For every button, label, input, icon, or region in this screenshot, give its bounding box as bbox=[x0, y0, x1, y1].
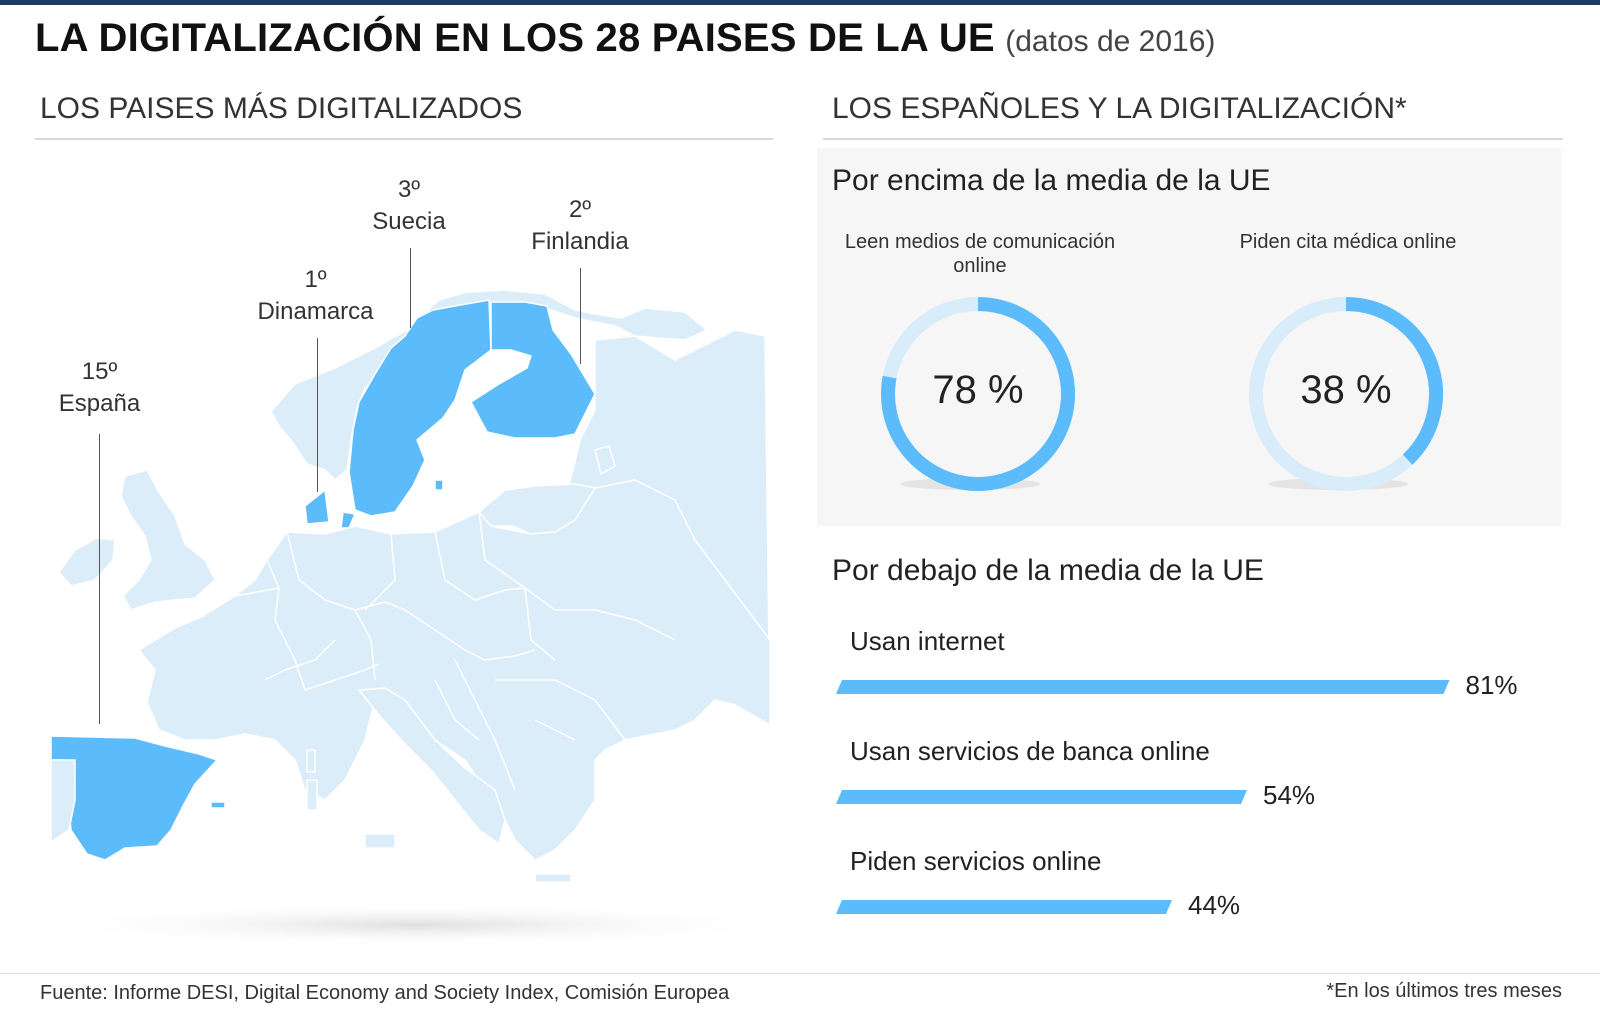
right-heading-rule bbox=[823, 138, 1563, 140]
bar-2-fill bbox=[836, 790, 1247, 804]
leader-finland bbox=[580, 268, 581, 364]
source-note: Fuente: Informe DESI, Digital Economy an… bbox=[40, 982, 730, 1004]
donut-1-label: Leen medios de comunicación online bbox=[844, 231, 1116, 277]
below-average-heading: Por debajo de la media de la UE bbox=[832, 554, 1264, 587]
left-section-heading: LOS PAISES MÁS DIGITALIZADOS bbox=[40, 92, 523, 125]
donut-1-svg bbox=[881, 297, 1075, 491]
leader-denmark bbox=[317, 338, 318, 492]
bar-1-svg bbox=[836, 680, 1450, 694]
spain-shape[interactable] bbox=[50, 735, 218, 861]
leader-spain bbox=[99, 434, 100, 724]
crete-shape bbox=[534, 873, 572, 883]
label-denmark-name: Dinamarca bbox=[257, 298, 374, 325]
balearic-shape[interactable] bbox=[210, 801, 226, 809]
bar-1-label: Usan internet bbox=[850, 626, 1005, 656]
label-sweden-rank: 3º bbox=[397, 176, 421, 203]
bar-2-svg bbox=[836, 790, 1247, 804]
map-shadow bbox=[35, 903, 795, 947]
bar-2-value: 54% bbox=[1263, 780, 1316, 810]
bar-3-fill bbox=[836, 900, 1172, 914]
label-denmark: 1º Dinamarca bbox=[253, 264, 378, 328]
denmark-shape[interactable] bbox=[304, 489, 330, 525]
label-sweden-name: Suecia bbox=[372, 208, 446, 235]
gotland-shape[interactable] bbox=[434, 479, 444, 491]
label-finland-name: Finlandia bbox=[531, 228, 629, 255]
finland-shape[interactable] bbox=[470, 301, 596, 439]
europe-map-svg bbox=[35, 289, 795, 947]
donut-2-arc bbox=[1345, 297, 1443, 465]
above-average-panel bbox=[817, 148, 1561, 526]
donut-1-arc bbox=[881, 297, 1075, 491]
label-spain: 15º España bbox=[57, 356, 142, 420]
donut-2-label: Piden cita médica online bbox=[1239, 231, 1457, 253]
sicily-shape bbox=[364, 833, 396, 849]
bar-3-value: 44% bbox=[1188, 890, 1241, 920]
label-spain-name: España bbox=[58, 390, 141, 417]
left-heading-rule bbox=[35, 138, 773, 140]
bar-1-fill bbox=[836, 680, 1450, 694]
bar-2-label: Usan servicios de banca online bbox=[850, 736, 1210, 766]
norway-shape bbox=[270, 289, 708, 481]
label-denmark-rank: 1º bbox=[304, 266, 327, 293]
donut-2-value: 38 % bbox=[1300, 368, 1392, 412]
italy-shape bbox=[358, 687, 506, 845]
russian-island-shape bbox=[594, 445, 616, 475]
title-subtitle: (datos de 2016) bbox=[1005, 25, 1216, 58]
bar-3-label: Piden servicios online bbox=[850, 846, 1102, 876]
above-average-heading: Por encima de la media de la UE bbox=[832, 164, 1271, 197]
central-europe-shape bbox=[138, 479, 771, 861]
portugal-shape bbox=[50, 759, 76, 843]
corsica-shape bbox=[306, 779, 318, 811]
page-title: LA DIGITALIZACIÓN EN LOS 28 PAISES DE LA… bbox=[35, 16, 1215, 61]
donut-2-svg bbox=[1249, 297, 1443, 491]
label-spain-rank: 15º bbox=[81, 358, 118, 385]
label-finland: 2º Finlandia bbox=[525, 194, 635, 258]
donut-1-value: 78 % bbox=[932, 368, 1024, 412]
top-accent-rule bbox=[0, 0, 1600, 5]
bar-3-svg bbox=[836, 900, 1172, 914]
internal-borders bbox=[234, 511, 676, 791]
sweden-shape[interactable] bbox=[348, 299, 492, 517]
europe-map: 15º España 1º Dinamarca 3º Suecia 2º Fin… bbox=[35, 140, 795, 950]
bar-1-value: 81% bbox=[1465, 670, 1518, 700]
label-sweden: 3º Suecia bbox=[369, 174, 449, 238]
leader-sweden bbox=[410, 248, 411, 328]
uk-shape bbox=[120, 469, 216, 611]
right-section-heading: LOS ESPAÑOLES Y LA DIGITALIZACIÓN* bbox=[832, 92, 1407, 125]
ireland-shape bbox=[58, 537, 116, 587]
label-finland-rank: 2º bbox=[568, 196, 592, 223]
denmark-island-shape[interactable] bbox=[340, 511, 356, 529]
footnote: *En los últimos tres meses bbox=[1326, 980, 1562, 1002]
sardinia-shape bbox=[306, 749, 316, 773]
footer-rule bbox=[0, 973, 1600, 974]
title-main: LA DIGITALIZACIÓN EN LOS 28 PAISES DE LA… bbox=[35, 16, 995, 60]
